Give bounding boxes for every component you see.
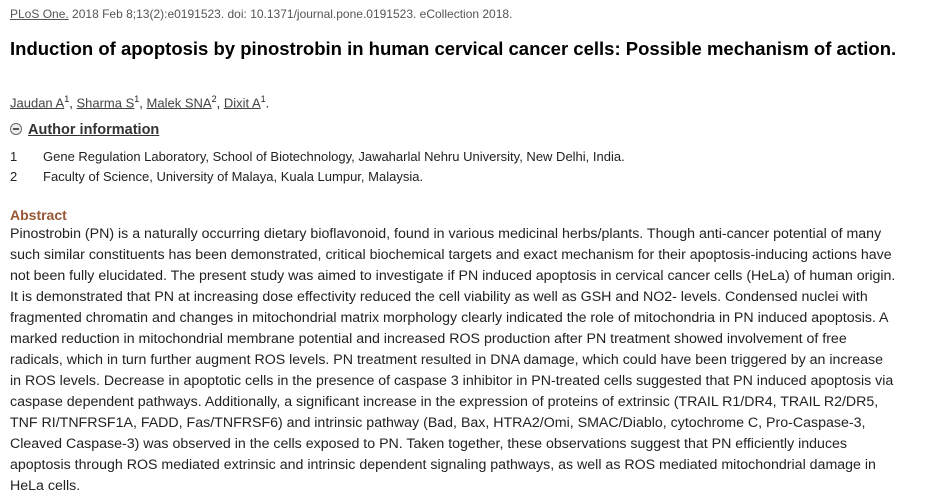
abstract-line: caspase dependent pathways. Additionally… — [10, 394, 879, 410]
affiliation: 1 Gene Regulation Laboratory, School of B… — [10, 149, 625, 164]
affiliation-ref: 1 — [260, 94, 266, 104]
affiliation-text: Gene Regulation Laboratory, School of Bi… — [43, 149, 625, 164]
abstract-line: It is demonstrated that PN at increasing… — [10, 289, 868, 305]
author-link[interactable]: Jaudan A — [10, 95, 65, 111]
affiliation-number: 1 — [10, 149, 18, 164]
abstract-line: radicals, which in turn further augment … — [10, 352, 883, 368]
collapse-icon[interactable] — [10, 123, 22, 135]
affiliation-ref: 1 — [64, 94, 70, 104]
affiliation-ref: 2 — [211, 94, 217, 104]
journal-link[interactable]: PLoS One. — [10, 7, 69, 21]
affiliation-ref: 1 — [134, 94, 140, 104]
author-separator: , — [69, 95, 77, 111]
abstract-line: in ROS levels. Decrease in apoptotic cel… — [10, 373, 894, 389]
abstract-line: marked reduction in mitochondrial membra… — [10, 331, 847, 347]
abstract-line: Pinostrobin (PN) is a naturally occurrin… — [10, 226, 882, 242]
author-separator: , — [216, 95, 224, 111]
abstract-line: HeLa cells. — [10, 478, 81, 494]
author-info-heading[interactable]: Author information — [28, 122, 160, 138]
citation: PLoS One. 2018 Feb 8;13(2):e0191523. doi… — [10, 7, 512, 21]
author-info-toggle[interactable]: Author information — [10, 122, 159, 138]
author-separator: , — [139, 95, 147, 111]
abstract-line: fragmented chromatin and changes in mito… — [10, 310, 889, 326]
author-link[interactable]: Sharma S — [76, 95, 135, 111]
abstract-line: not been fully elucidated. The present s… — [10, 268, 896, 284]
author-list: Jaudan A1, Sharma S1, Malek SNA2, Dixit … — [10, 94, 269, 110]
author-separator: . — [265, 95, 270, 111]
citation-details: 2018 Feb 8;13(2):e0191523. doi: 10.1371/… — [68, 7, 513, 21]
affiliation-text: Faculty of Science, University of Malaya… — [43, 169, 424, 184]
abstract-line: apoptosis through ROS mediated extrinsic… — [10, 457, 876, 473]
abstract-heading: Abstract — [10, 207, 67, 223]
author-link[interactable]: Malek SNA — [146, 95, 212, 111]
affiliation: 2 Faculty of Science, University of Malay… — [10, 169, 423, 184]
abstract-line: Cleaved Caspase-3) was observed in the c… — [10, 436, 848, 452]
article-title: Induction of apoptosis by pinostrobin in… — [10, 38, 897, 59]
author-link[interactable]: Dixit A — [223, 95, 261, 111]
abstract-line: such similar constituents has been demon… — [10, 247, 892, 263]
abstract-line: TNF RI/TNFRSF1A, FADD, Fas/TNFRSF6) and … — [10, 415, 866, 431]
affiliation-number: 2 — [10, 169, 18, 184]
